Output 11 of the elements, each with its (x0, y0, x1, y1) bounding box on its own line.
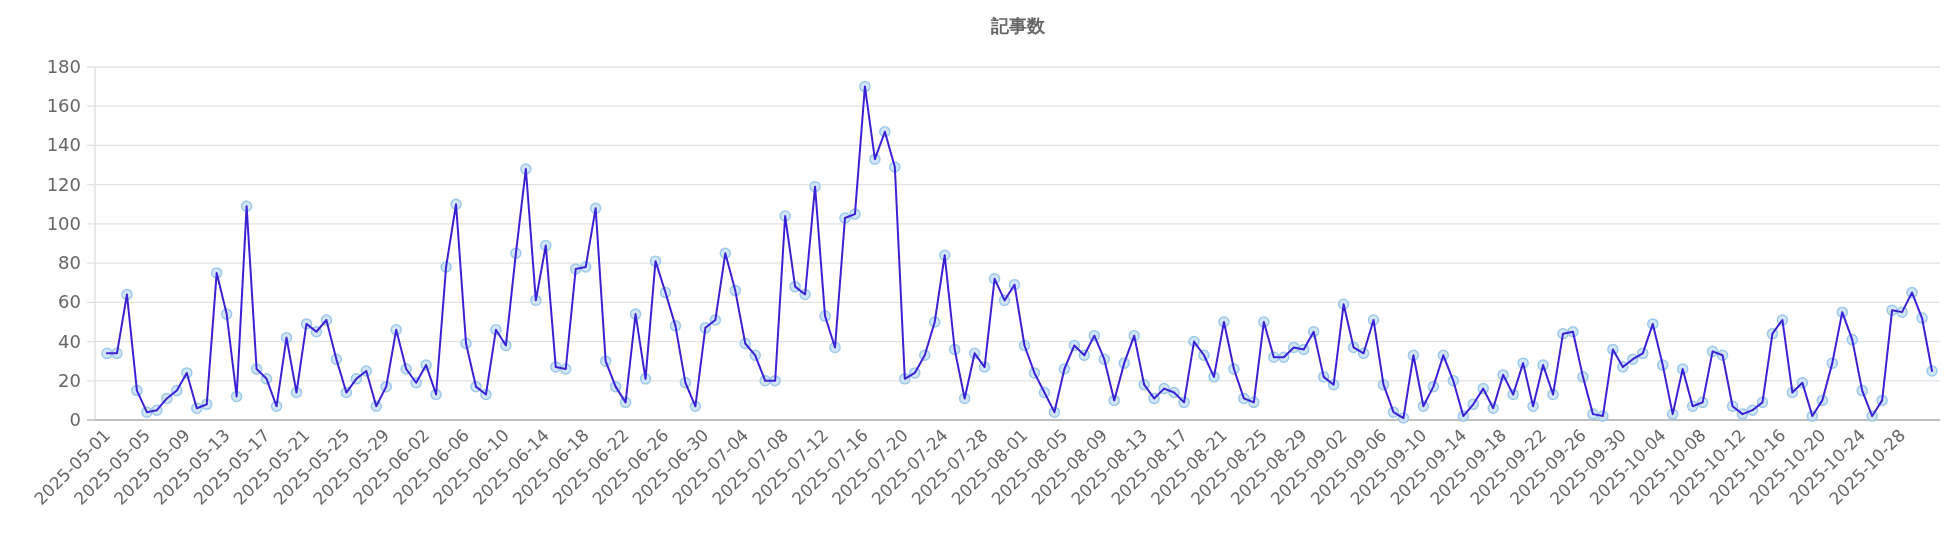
y-tick-label: 60 (58, 291, 81, 313)
y-tick-label: 100 (46, 212, 81, 234)
y-tick-label: 180 (46, 56, 81, 77)
y-tick-label: 120 (46, 173, 81, 195)
y-tick-label: 40 (58, 330, 81, 352)
y-tick-label: 0 (69, 409, 81, 430)
y-tick-label: 140 (46, 134, 81, 156)
y-tick-label: 80 (58, 252, 81, 274)
chart-title: 記事数 (989, 15, 1046, 36)
y-tick-label: 20 (58, 369, 81, 391)
y-tick-label: 160 (46, 95, 81, 117)
